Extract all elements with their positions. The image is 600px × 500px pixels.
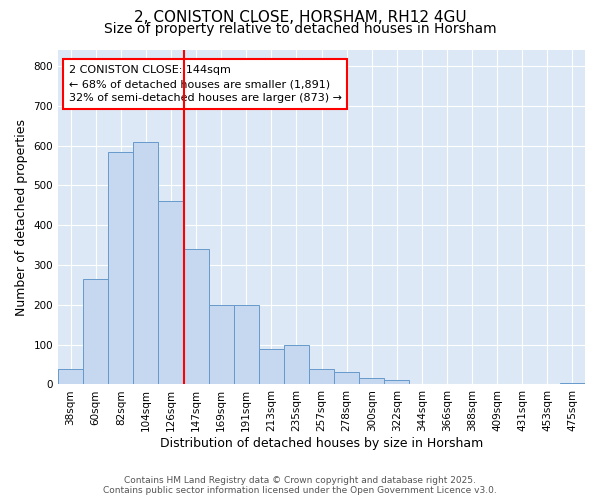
Bar bbox=[133, 142, 158, 384]
Bar bbox=[83, 279, 108, 384]
Bar bbox=[108, 152, 133, 384]
Bar bbox=[259, 348, 284, 384]
Text: 2 CONISTON CLOSE: 144sqm
← 68% of detached houses are smaller (1,891)
32% of sem: 2 CONISTON CLOSE: 144sqm ← 68% of detach… bbox=[68, 65, 341, 103]
Bar bbox=[58, 370, 83, 384]
Bar bbox=[209, 305, 233, 384]
Bar bbox=[334, 372, 359, 384]
Bar bbox=[359, 378, 384, 384]
Text: 2, CONISTON CLOSE, HORSHAM, RH12 4GU: 2, CONISTON CLOSE, HORSHAM, RH12 4GU bbox=[134, 10, 466, 25]
Text: Contains HM Land Registry data © Crown copyright and database right 2025.
Contai: Contains HM Land Registry data © Crown c… bbox=[103, 476, 497, 495]
X-axis label: Distribution of detached houses by size in Horsham: Distribution of detached houses by size … bbox=[160, 437, 483, 450]
Bar bbox=[309, 370, 334, 384]
Bar bbox=[384, 380, 409, 384]
Bar bbox=[233, 305, 259, 384]
Bar bbox=[284, 344, 309, 385]
Text: Size of property relative to detached houses in Horsham: Size of property relative to detached ho… bbox=[104, 22, 496, 36]
Bar bbox=[158, 202, 184, 384]
Y-axis label: Number of detached properties: Number of detached properties bbox=[15, 118, 28, 316]
Bar bbox=[184, 249, 209, 384]
